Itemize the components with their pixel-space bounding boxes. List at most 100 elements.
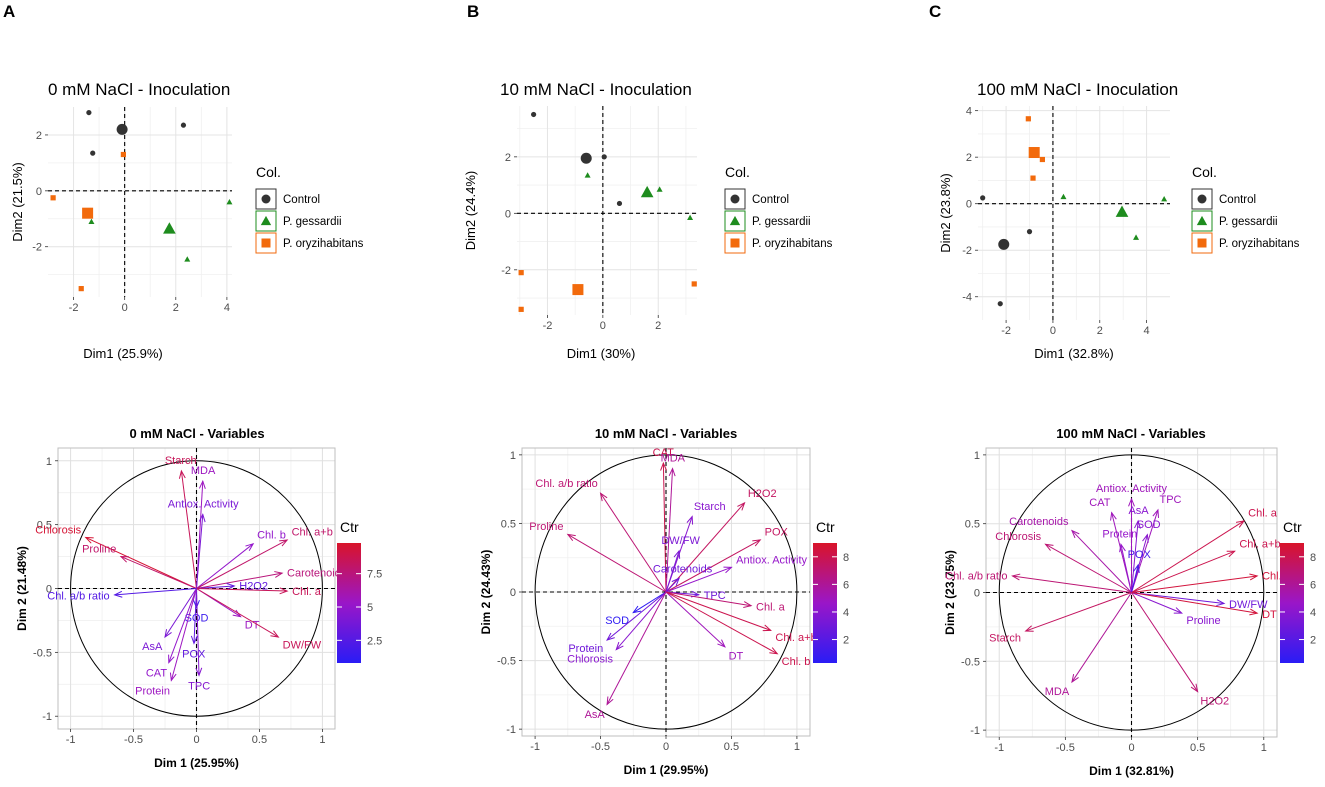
variable-arrow	[1071, 592, 1132, 683]
variable-arrow	[665, 566, 732, 593]
y-axis-label: Dim 2 (23.75%)	[943, 550, 957, 635]
variable-label: TPC	[1159, 494, 1181, 506]
variable-arrowhead	[1152, 508, 1160, 518]
group-centroid-point	[998, 238, 1010, 250]
variable-arrowhead	[606, 632, 615, 641]
x-tick-label: 0	[1050, 325, 1056, 337]
variable-arrowhead	[1119, 543, 1126, 553]
chart-title: 0 mM NaCl - Variables	[129, 426, 264, 441]
variable-arrow	[1131, 592, 1258, 614]
legend: Col. Control P. gessardii P. oryzihabitans	[724, 164, 833, 254]
variable-arrowhead	[1024, 625, 1034, 632]
variable-label: Protein	[1102, 528, 1137, 540]
group-centroid-point	[1115, 205, 1129, 217]
variable-label: Chl. b	[782, 656, 811, 668]
variable-label: H2O2	[748, 488, 777, 500]
variable-label: DW/FW	[661, 535, 700, 547]
variable-arrowhead	[1071, 674, 1079, 684]
variable-arrow	[665, 550, 680, 593]
data-point	[1161, 196, 1168, 202]
variable-arrowhead	[226, 583, 236, 590]
y-tick-label: 1	[974, 450, 980, 462]
variable-arrowhead	[245, 542, 255, 551]
x-tick-label: 0	[193, 734, 199, 746]
y-tick-label: -2	[32, 242, 42, 254]
data-point	[90, 150, 96, 156]
x-axis-label: Dim 1 (29.95%)	[624, 763, 709, 777]
data-point	[180, 122, 187, 128]
variable-arrowhead	[566, 533, 576, 542]
legend-label: P. gessardii	[752, 216, 811, 228]
x-axis-label: Dim1 (25.9%)	[83, 346, 162, 361]
x-tick-label: 0	[600, 320, 606, 332]
ctr-legend-title: Ctr	[816, 519, 835, 535]
variable-label: SOD	[185, 613, 209, 625]
variable-arrow	[665, 539, 761, 593]
legend-label: P. gessardii	[1219, 216, 1278, 228]
variable-arrowhead	[270, 630, 280, 638]
variable-label: POX	[765, 526, 789, 538]
variable-arrowhead	[274, 571, 284, 578]
variable-arrow	[665, 577, 680, 593]
variable-arrow	[1131, 592, 1225, 605]
variable-arrowhead	[1249, 573, 1259, 581]
x-tick-label: -0.5	[1056, 742, 1075, 754]
legend-symbol	[1196, 215, 1208, 226]
variable-label: Antiox. Activity	[1096, 483, 1167, 495]
variable-arrowhead	[164, 629, 172, 639]
variable-label: Chl. a+b	[1239, 538, 1280, 550]
x-tick-label: 0	[122, 302, 128, 314]
variable-label: Chl. a	[292, 586, 322, 598]
variable-arrow	[196, 588, 279, 638]
y-axis-label: Dim2 (24.4%)	[463, 171, 478, 250]
variable-arrow	[633, 591, 667, 613]
y-tick-label: -1	[970, 725, 980, 737]
data-point	[1039, 156, 1045, 163]
y-tick-label: -2	[501, 265, 511, 277]
variable-arrowhead	[1173, 607, 1184, 614]
variable-arrowhead	[723, 566, 733, 574]
legend: Col. Control P. gessardii P. oryzihabitans	[1191, 164, 1300, 254]
legend-label: P. oryzihabitans	[283, 238, 364, 250]
y-tick-label: -4	[962, 292, 972, 304]
data-point	[531, 111, 537, 118]
data-point	[1133, 234, 1140, 240]
variable-label: Carotenoids	[1009, 516, 1069, 528]
ctr-legend: Ctr 2 4 6 8	[1280, 519, 1316, 663]
variable-arrowhead	[1011, 573, 1021, 581]
y-tick-label: 1	[510, 450, 516, 462]
variable-arrow	[665, 591, 726, 648]
variable-arrow	[180, 470, 197, 589]
variable-label: DT	[245, 619, 260, 631]
variable-arrow	[196, 514, 204, 589]
ctr-tick-label: 4	[843, 607, 849, 619]
gridlines	[48, 107, 232, 297]
inoculation-plot-100mm: 100 mM NaCl - Inoculation -2 0 2 4 -4 -2 0 2 4 Dim…	[938, 80, 1300, 361]
variables-plot-10mm: 10 mM NaCl - Variables -1 -1 -0.5 -0.5 0 0 0.5 0…	[479, 426, 849, 777]
variable-arrowhead	[168, 654, 175, 664]
variable-arrowhead	[1142, 533, 1149, 543]
variable-arrow	[567, 533, 667, 593]
variable-arrow	[1131, 564, 1139, 593]
variable-arrowhead	[279, 539, 289, 547]
variable-arrow	[665, 591, 771, 631]
variable-arrow	[1131, 592, 1199, 692]
x-tick-label: -1	[994, 742, 1004, 754]
ctr-tick-label: 2	[843, 635, 849, 647]
variable-label: Protein	[568, 643, 603, 655]
variable-label: SOD	[605, 615, 629, 627]
data-point	[691, 281, 697, 287]
gridlines	[978, 106, 1170, 320]
variable-arrow	[665, 591, 752, 607]
variable-arrow	[665, 502, 745, 593]
variable-arrowhead	[1134, 519, 1141, 529]
y-tick-label: 0	[46, 584, 52, 596]
ctr-tick-label: 8	[1310, 552, 1316, 564]
data-point	[120, 151, 126, 158]
ctr-colorbar	[813, 543, 837, 663]
variable-arrowhead	[1044, 543, 1054, 551]
variable-label: POX	[182, 648, 206, 660]
